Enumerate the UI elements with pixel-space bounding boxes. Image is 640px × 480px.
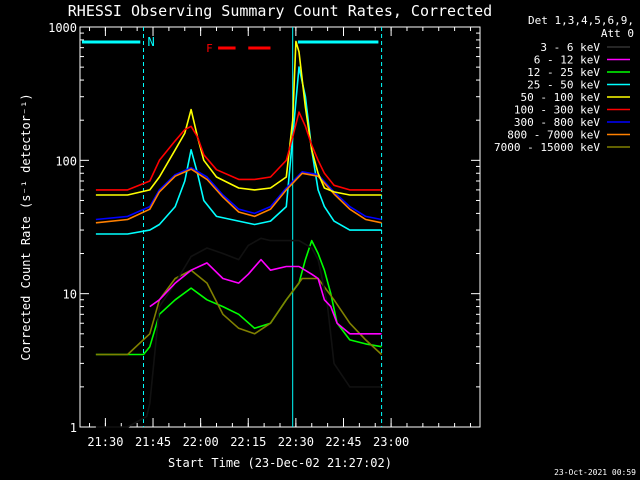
y-axis-label: Corrected Count Rate (s⁻¹ detector⁻¹) [19, 93, 33, 360]
legend-label: 100 - 300 keV [514, 104, 600, 117]
timestamp: 23-Oct-2021 00:59 [554, 468, 636, 477]
series-7000-15000-kev [95, 269, 383, 356]
legend-label: 7000 - 15000 keV [494, 141, 600, 154]
y-tick-label: 100 [55, 154, 77, 168]
x-tick-label: 22:15 [230, 435, 266, 449]
x-tick-label: 21:30 [87, 435, 123, 449]
x-axis-label: Start Time (23-Dec-02 21:27:02) [168, 456, 392, 470]
x-tick-label: 21:45 [135, 435, 171, 449]
series-300-800-kev [95, 166, 382, 221]
annotation-n: N [147, 35, 154, 49]
y-tick-label: 1 [70, 421, 77, 435]
x-tick-label: 23:00 [373, 435, 409, 449]
annotation-f: F [206, 42, 213, 55]
legend-label: 6 - 12 keV [534, 54, 601, 67]
legend-label: 3 - 6 keV [540, 41, 600, 54]
series-12-25-kev [95, 239, 382, 356]
x-tick-label: 22:00 [183, 435, 219, 449]
y-tick-label: 10 [63, 288, 77, 302]
legend-label: 300 - 800 keV [514, 116, 600, 129]
legend-label: 25 - 50 keV [527, 79, 600, 92]
series-6-12-kev [149, 258, 382, 335]
series-50-100-kev [95, 40, 382, 196]
series-800-7000-kev [95, 168, 382, 224]
plot-area [79, 26, 481, 428]
legend-label: 12 - 25 keV [527, 66, 600, 79]
series-3-6-kev [95, 237, 382, 428]
legend-header-line-1: Det 1,3,4,5,6,9, [528, 14, 634, 27]
legend-header-line-2: Att 0 [601, 27, 634, 40]
x-tick-label: 22:45 [325, 435, 361, 449]
y-tick-label: 1000 [48, 21, 77, 35]
chart-title: RHESSI Observing Summary Count Rates, Co… [68, 2, 492, 20]
series-25-50-kev [95, 66, 382, 235]
legend-label: 50 - 100 keV [521, 91, 601, 104]
series-100-300-kev [95, 111, 382, 191]
x-tick-label: 22:30 [278, 435, 314, 449]
legend-label: 800 - 7000 keV [507, 129, 600, 142]
